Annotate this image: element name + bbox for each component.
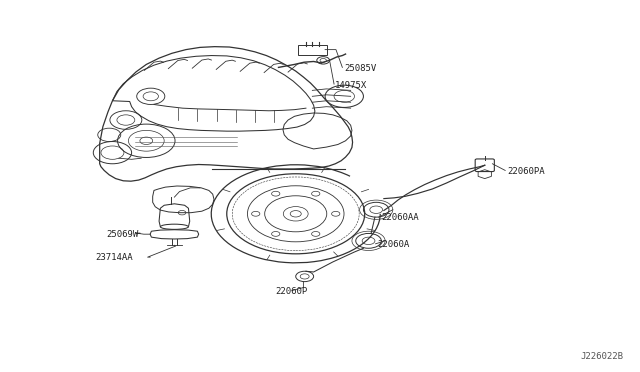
Text: 22060A: 22060A <box>378 240 410 249</box>
Text: 25069W: 25069W <box>106 230 138 239</box>
Text: 23714AA: 23714AA <box>95 253 133 262</box>
Text: 22060P: 22060P <box>275 288 308 296</box>
Text: J226022B: J226022B <box>580 352 623 361</box>
Text: 25085V: 25085V <box>344 64 376 73</box>
Text: 22060PA: 22060PA <box>507 167 545 176</box>
Text: 22060AA: 22060AA <box>381 213 419 222</box>
Text: 14975X: 14975X <box>335 81 367 90</box>
